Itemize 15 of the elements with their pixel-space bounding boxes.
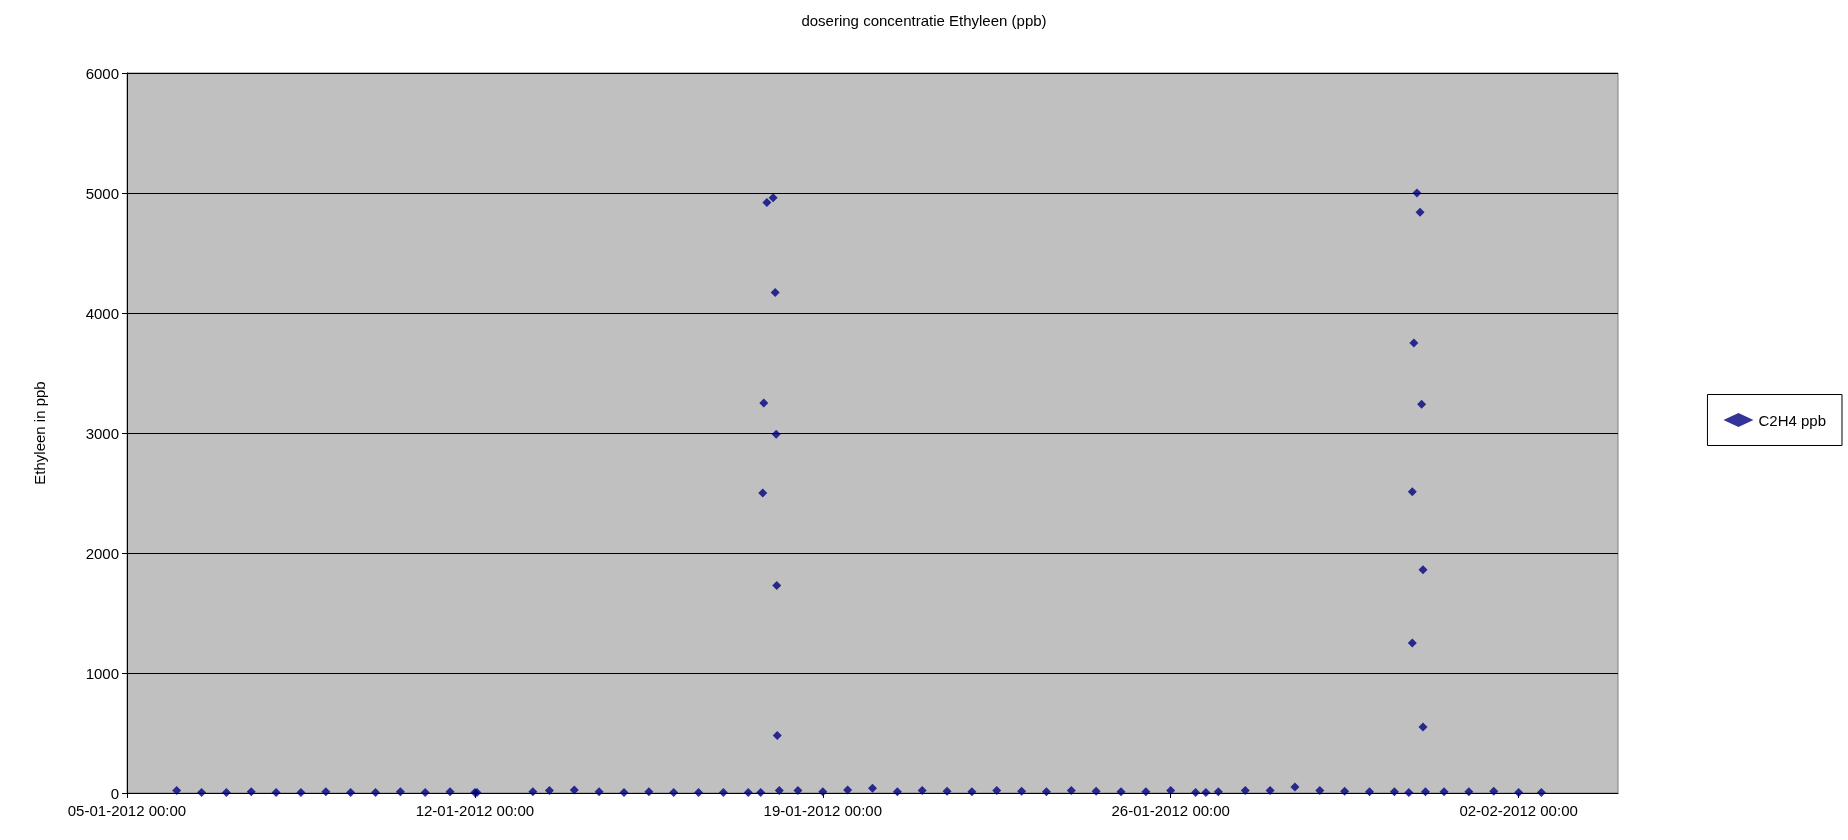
y-tick-label: 5000 xyxy=(85,184,119,202)
legend-label: C2H4 ppb xyxy=(1758,411,1826,429)
y-tick-label: 4000 xyxy=(85,304,119,322)
y-tick-label: 1000 xyxy=(85,664,119,682)
x-tick-label: 12-01-2012 00:00 xyxy=(415,802,535,819)
y-tick-label: 0 xyxy=(110,784,119,802)
y-tick-label: 3000 xyxy=(85,424,119,442)
x-tick-label: 26-01-2012 00:00 xyxy=(1111,802,1230,819)
y-axis-title: Ethyleen in ppb xyxy=(31,381,48,485)
x-tick-label: 19-01-2012 00:00 xyxy=(763,802,883,819)
x-tick-label: 05-01-2012 00:00 xyxy=(67,802,187,819)
y-tick-label: 6000 xyxy=(85,64,119,82)
chart-title: dosering concentratie Ethyleen (ppb) xyxy=(801,12,1047,29)
y-tick-label: 2000 xyxy=(85,544,119,562)
x-tick-label: 02-02-2012 00:00 xyxy=(1459,802,1578,819)
